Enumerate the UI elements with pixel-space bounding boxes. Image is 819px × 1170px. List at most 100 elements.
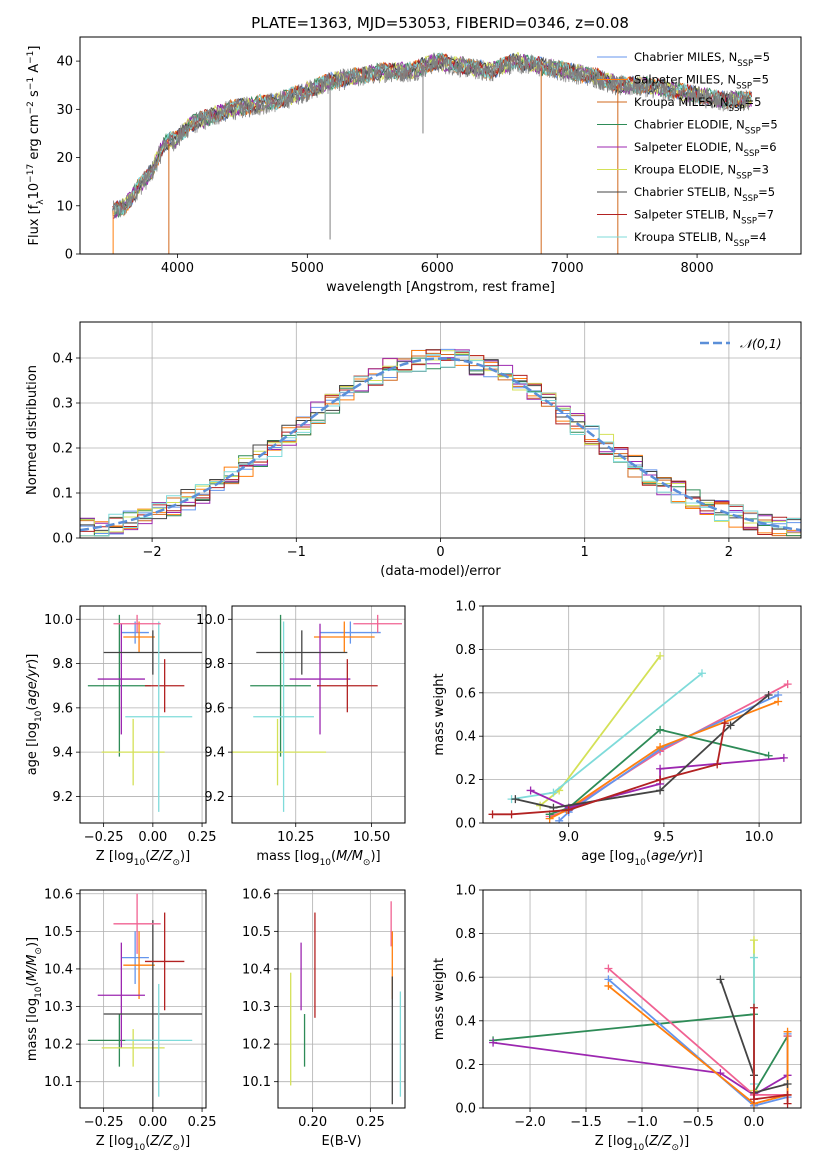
y-tick-label: 9.8 [52, 657, 73, 672]
y-tick-label: 0.1 [52, 487, 73, 502]
legend-text: =5 [758, 185, 775, 199]
legend-text: =5 [753, 50, 770, 64]
x-tick-label: 0.25 [188, 830, 217, 845]
weight-marker [783, 1099, 792, 1108]
legend-sub: SSP [737, 59, 753, 69]
legend-entry: Kroupa STELIB, NSSP=4 [634, 230, 766, 249]
legend-entry: Kroupa ELODIE, NSSP=3 [634, 163, 769, 182]
x-axis-label: mass [log10(M/M⊙)] [256, 849, 380, 868]
legend-text: Kroupa STELIB, N [634, 230, 734, 244]
x-tick-label: 2 [725, 545, 733, 560]
legend-text: Salpeter ELODIE, N [634, 140, 744, 154]
x-tick-label: 0.0 [744, 1115, 765, 1130]
legend-sub: SSP [745, 127, 761, 137]
axes-frame [277, 889, 406, 1109]
weight-marker [604, 964, 613, 973]
weight-series-line [539, 655, 661, 807]
label-part: ( [145, 849, 150, 864]
spectrum-panel: 4000 5000 6000 7000 8000 0 10 20 30 40 Chabrier MI… [56, 36, 802, 276]
label-part: age [ [25, 742, 40, 775]
weight-marker [549, 788, 558, 797]
weight-series-line [493, 1013, 789, 1096]
x-tick-label: −1 [287, 545, 306, 560]
x-tick-label: −1.5 [570, 1115, 602, 1130]
y-tick-label: 1.0 [455, 884, 476, 899]
legend-text: =4 [749, 230, 766, 244]
y-tick-label: 9.4 [204, 746, 225, 761]
y-tick-label: 0.2 [455, 1058, 476, 1073]
legend-text: =5 [761, 118, 778, 132]
y-tick-label: 30 [56, 103, 73, 118]
weight-marker [489, 1038, 498, 1047]
plot-area [112, 51, 753, 254]
weight-marker [764, 690, 773, 699]
y-tick-label: 0.6 [455, 686, 476, 701]
x-axis-label: (data-model)/error [380, 564, 501, 579]
axes-frame [231, 605, 406, 824]
x-axis-label: age [log10(age/yr)] [581, 849, 703, 868]
legend-entry: Chabrier MILES, NSSP=5 [634, 50, 770, 69]
label-part: ( [646, 849, 651, 864]
label-part: ⊙ [172, 1143, 180, 1153]
y-tick-label: 10.6 [44, 887, 73, 902]
legend-entry: 𝒩(0,1) [740, 336, 782, 351]
y-tick-label: 10.4 [44, 962, 73, 977]
label-part: age/yr [25, 662, 40, 705]
weight-marker [774, 697, 783, 706]
y-tick-label: 10.1 [44, 1075, 73, 1090]
legend-sub: SSP [734, 239, 750, 249]
label-part: ⊙ [363, 858, 371, 868]
label-part: Z/Z [149, 1134, 173, 1149]
y-tick-label: 0.4 [455, 1014, 476, 1029]
label-part: 10 [633, 1143, 645, 1153]
legend-entry: Salpeter ELODIE, NSSP=6 [634, 140, 777, 159]
legend-entry: Kroupa MILES, NSSP=5 [634, 95, 761, 114]
y-tick-label: 0.0 [455, 1102, 476, 1117]
label-part: Z [ [595, 1134, 613, 1149]
label-part: −1 [26, 77, 36, 90]
legend-text: Chabrier STELIB, N [634, 185, 742, 199]
label-part: ] [27, 46, 42, 51]
y-tick-label: 10 [56, 199, 73, 214]
label-part: log [25, 722, 40, 742]
label-part: )] [25, 654, 40, 664]
label-part: s [27, 90, 42, 101]
weight-series-line [753, 1007, 789, 1104]
label-part: ( [331, 849, 336, 864]
weight-marker [656, 775, 665, 784]
y-axis-label: mass [log10(M/M⊙)] [25, 937, 44, 1061]
label-part: −1 [26, 51, 36, 64]
figure-title: PLATE=1363, MJD=53053, FIBERID=0346, z=0… [251, 14, 629, 32]
x-axis-label: Z [log10(Z/Z⊙)] [96, 1134, 190, 1153]
y-tick-label: 0.8 [455, 927, 476, 942]
label-part: log [615, 849, 635, 864]
label-part: wavelength [Angstrom, rest frame] [326, 280, 555, 295]
weight-marker [656, 764, 665, 773]
weight-marker [656, 743, 665, 752]
weight-marker [783, 1027, 792, 1036]
y-tick-label: 9.4 [52, 746, 73, 761]
x-tick-label: 7000 [551, 261, 584, 276]
legend-text: =5 [752, 73, 769, 87]
legend-entry: Chabrier ELODIE, NSSP=5 [634, 118, 778, 137]
y-tick-label: 10.6 [242, 887, 271, 902]
label-part: ⊙ [172, 858, 180, 868]
age_mass-panel: 10.25 10.50 9.2 9.4 9.6 9.8 10.0 [196, 605, 406, 845]
label-part: E(B-V) [321, 1134, 361, 1149]
legend-text: Kroupa ELODIE, N [634, 163, 736, 177]
label-part: log [613, 1134, 633, 1149]
mass_ebv-panel: 0.20 0.25 10.1 10.2 10.3 10.4 10.5 10.6 [242, 887, 406, 1130]
label-part: )] [25, 937, 40, 947]
axes-frame [79, 36, 802, 255]
axes-frame [79, 605, 207, 824]
plot-area [87, 614, 203, 812]
x-tick-label: 0.25 [356, 1115, 385, 1130]
weight-marker [604, 981, 613, 990]
weight-marker [555, 816, 564, 823]
label-part: Normed distribution [25, 365, 40, 495]
axes-frame [79, 889, 207, 1109]
y-tick-label: 10.4 [242, 962, 271, 977]
y-tick-label: 9.6 [52, 701, 73, 716]
y-tick-label: 9.6 [204, 701, 225, 716]
weight-marker [656, 786, 665, 795]
